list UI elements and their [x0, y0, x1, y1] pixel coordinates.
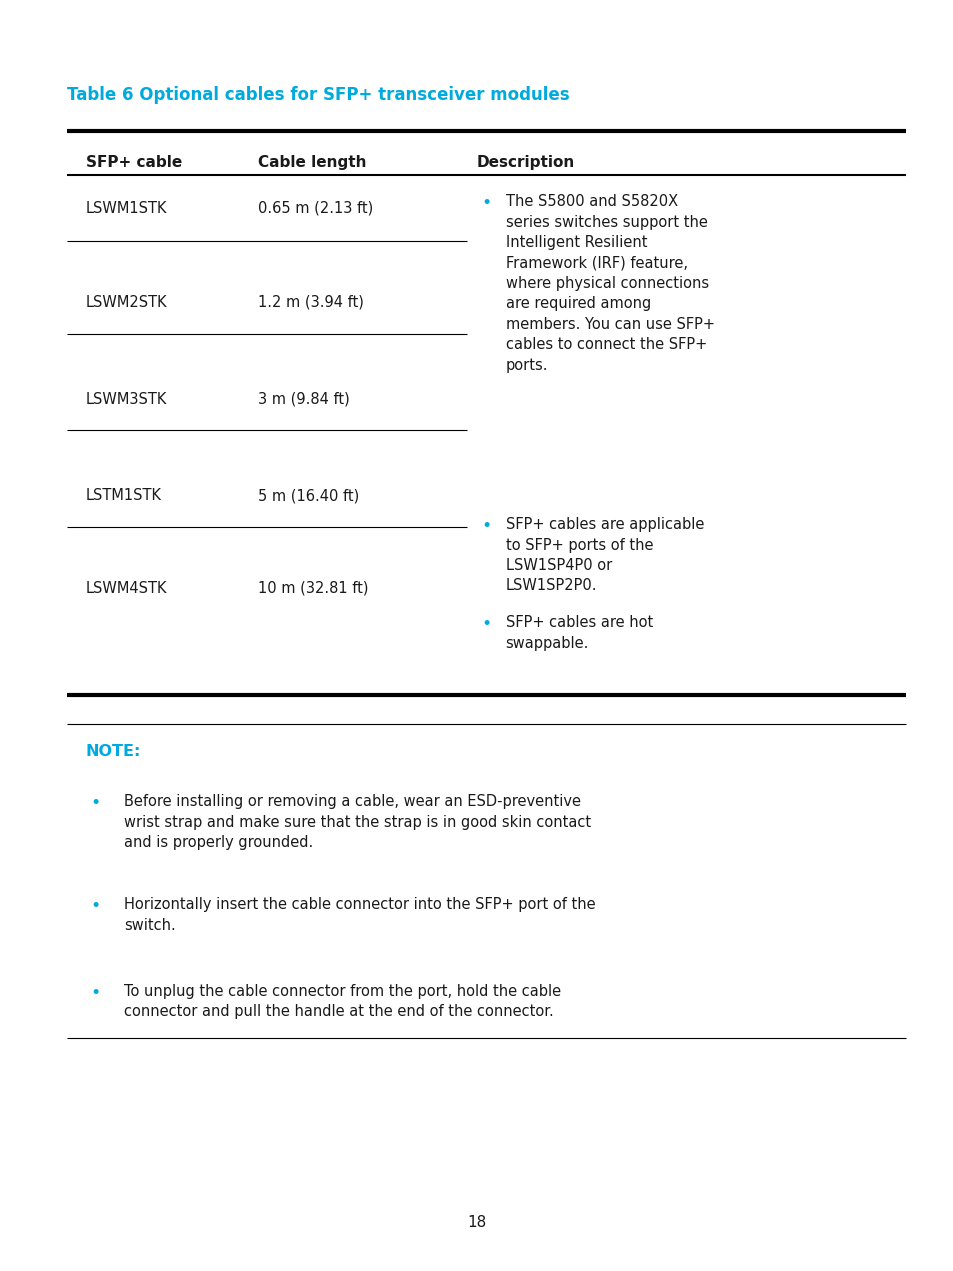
Text: Table 6 Optional cables for SFP+ transceiver modules: Table 6 Optional cables for SFP+ transce… — [67, 86, 569, 104]
Text: LSWM1STK: LSWM1STK — [86, 201, 167, 216]
Text: LSTM1STK: LSTM1STK — [86, 488, 162, 503]
Text: •: • — [91, 984, 101, 1002]
Text: NOTE:: NOTE: — [86, 744, 141, 759]
Text: 10 m (32.81 ft): 10 m (32.81 ft) — [257, 581, 368, 596]
Text: SFP+ cables are applicable
to SFP+ ports of the
LSW1SP4P0 or
LSW1SP2P0.: SFP+ cables are applicable to SFP+ ports… — [505, 517, 703, 594]
Text: SFP+ cable: SFP+ cable — [86, 155, 182, 170]
Text: LSWM4STK: LSWM4STK — [86, 581, 167, 596]
Text: 5 m (16.40 ft): 5 m (16.40 ft) — [257, 488, 358, 503]
Text: 18: 18 — [467, 1215, 486, 1230]
Text: Before installing or removing a cable, wear an ESD-preventive
wrist strap and ma: Before installing or removing a cable, w… — [124, 794, 591, 850]
Text: The S5800 and S5820X
series switches support the
Intelligent Resilient
Framework: The S5800 and S5820X series switches sup… — [505, 194, 714, 372]
Text: •: • — [91, 794, 101, 812]
Text: To unplug the cable connector from the port, hold the cable
connector and pull t: To unplug the cable connector from the p… — [124, 984, 560, 1019]
Text: LSWM2STK: LSWM2STK — [86, 295, 168, 310]
Text: Description: Description — [476, 155, 575, 170]
Text: Cable length: Cable length — [257, 155, 366, 170]
Text: 1.2 m (3.94 ft): 1.2 m (3.94 ft) — [257, 295, 363, 310]
Text: •: • — [481, 194, 492, 212]
Text: 3 m (9.84 ft): 3 m (9.84 ft) — [257, 391, 349, 407]
Text: 0.65 m (2.13 ft): 0.65 m (2.13 ft) — [257, 201, 373, 216]
Text: Horizontally insert the cable connector into the SFP+ port of the
switch.: Horizontally insert the cable connector … — [124, 897, 595, 933]
Text: •: • — [481, 615, 492, 633]
Text: SFP+ cables are hot
swappable.: SFP+ cables are hot swappable. — [505, 615, 652, 651]
Text: LSWM3STK: LSWM3STK — [86, 391, 167, 407]
Text: •: • — [481, 517, 492, 535]
Text: •: • — [91, 897, 101, 915]
